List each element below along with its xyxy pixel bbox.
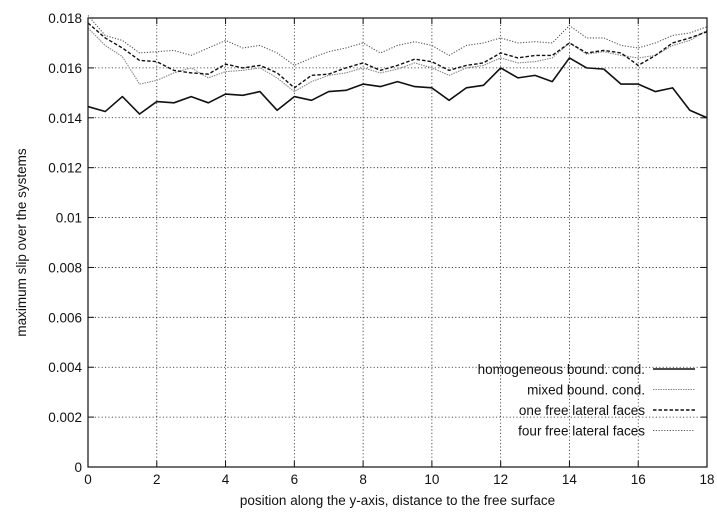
x-tick-label: 16	[631, 472, 646, 487]
y-tick-label: 0.018	[48, 11, 82, 26]
y-tick-label: 0	[74, 460, 82, 475]
x-tick-label: 8	[359, 472, 367, 487]
series-line-3	[87, 22, 708, 89]
y-tick-label: 0.012	[48, 161, 82, 176]
axis-ticks	[87, 17, 708, 468]
y-tick-label: 0.002	[48, 410, 82, 425]
x-axis-title: position along the y-axis, distance to t…	[240, 493, 555, 508]
series-lines	[87, 15, 708, 119]
legend-label: mixed bound. cond.	[527, 383, 645, 398]
legend-label: four free lateral faces	[518, 424, 645, 439]
x-tick-label: 0	[84, 472, 92, 487]
y-tick-label: 0.016	[48, 61, 82, 76]
series-line-1	[87, 57, 708, 119]
x-tick-label: 2	[153, 472, 161, 487]
legend-label: one free lateral faces	[519, 403, 645, 418]
series-line-4	[87, 15, 708, 66]
x-tick-label: 6	[291, 472, 299, 487]
y-tick-label: 0.014	[48, 111, 82, 126]
y-tick-label: 0.004	[48, 360, 82, 375]
y-tick-label: 0.008	[48, 260, 82, 275]
y-tick-label: 0.006	[48, 310, 82, 325]
x-tick-label: 18	[699, 472, 714, 487]
legend: homogeneous bound. cond. mixed bound. con…	[478, 362, 695, 439]
plot-frame	[87, 17, 708, 468]
grid	[88, 18, 707, 467]
x-tick-label: 10	[424, 472, 439, 487]
tick-labels: 0 2 4 6 8 10 12 14 16 18 0 0.002 0.004 0.006 0.008 0.01…	[48, 11, 714, 487]
series-line-2	[87, 27, 708, 93]
y-axis-title: maximum slip over the systems	[14, 148, 29, 337]
y-tick-label: 0.01	[56, 211, 82, 226]
x-tick-label: 14	[562, 472, 578, 487]
x-tick-label: 12	[493, 472, 508, 487]
legend-label: homogeneous bound. cond.	[478, 362, 645, 377]
x-tick-label: 4	[222, 472, 230, 487]
